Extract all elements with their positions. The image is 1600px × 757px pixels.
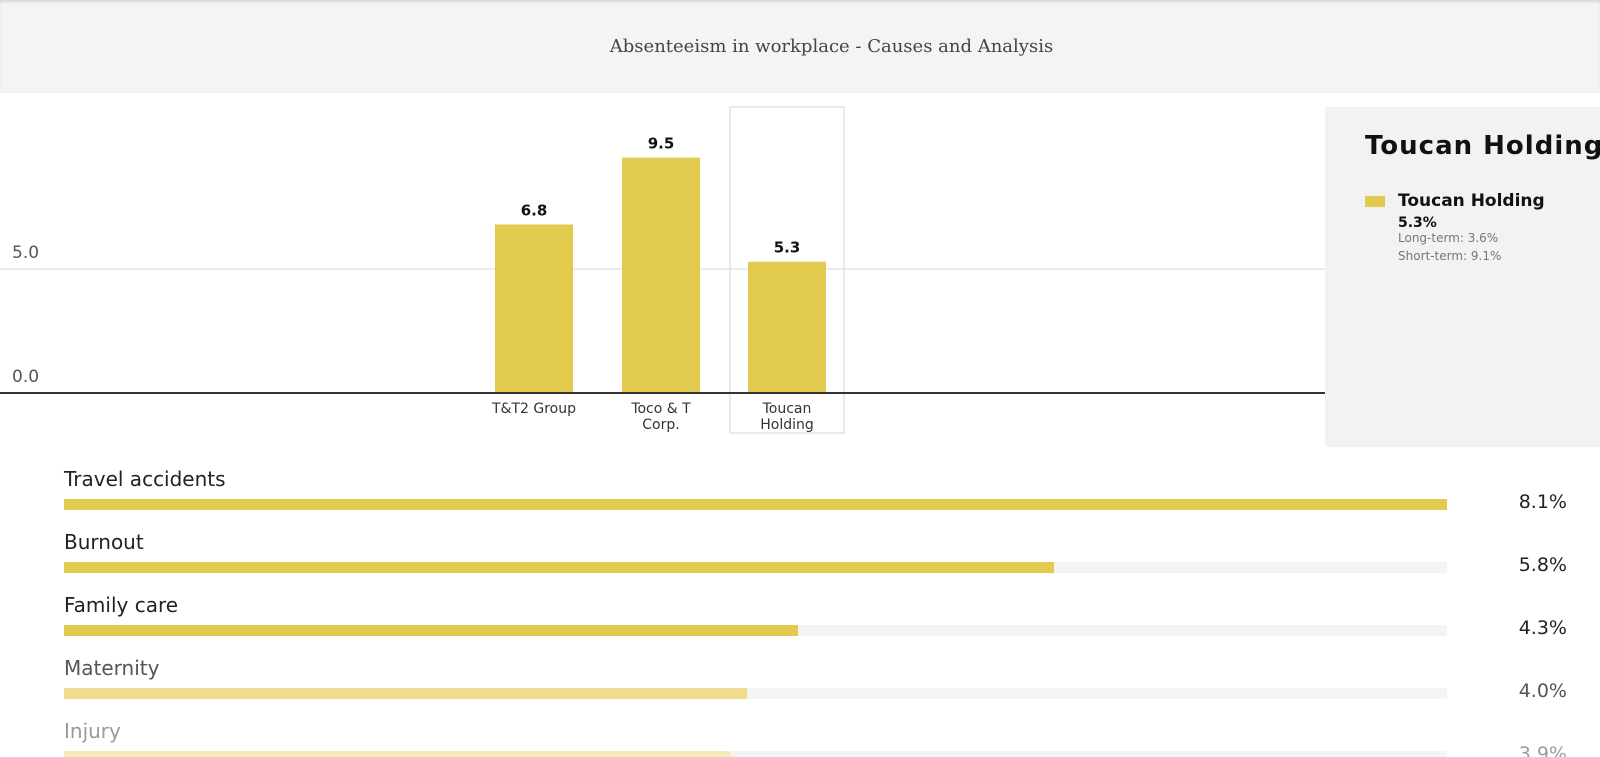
cause-value: 4.3% bbox=[1518, 617, 1567, 639]
cause-bar-fill bbox=[64, 562, 1055, 573]
cause-bar-track bbox=[64, 751, 1447, 757]
cause-bar-fill bbox=[64, 688, 747, 699]
cause-value: 4.0% bbox=[1518, 680, 1567, 702]
legend-series-name[interactable]: Toucan Holding bbox=[1398, 191, 1545, 211]
legend-swatch bbox=[1365, 196, 1385, 207]
bar-value-label: 9.5 bbox=[648, 135, 675, 153]
cause-row[interactable]: Burnout 5.8% bbox=[0, 525, 1600, 588]
cause-bar-track bbox=[64, 625, 1447, 636]
category-label: Toucan bbox=[762, 401, 812, 417]
info-panel: Toucan Holding Toucan Holding 5.3% Long-… bbox=[1325, 107, 1600, 447]
cause-bar-fill bbox=[64, 751, 730, 757]
bar bbox=[748, 261, 826, 393]
bar-value-label: 5.3 bbox=[774, 239, 801, 257]
cause-label: Injury bbox=[64, 719, 121, 743]
cause-row[interactable]: Travel accidents 8.1% bbox=[0, 462, 1600, 525]
cause-bar-fill bbox=[64, 499, 1447, 510]
cause-bar-fill bbox=[64, 625, 799, 636]
y-tick-label: 5.0 bbox=[12, 243, 39, 263]
cause-bar-track bbox=[64, 499, 1447, 510]
page-title: Absenteeism in workplace - Causes and An… bbox=[609, 36, 1054, 57]
cause-row[interactable]: Maternity 4.0% bbox=[0, 651, 1600, 714]
category-label: Toco & T bbox=[630, 401, 691, 417]
legend-value: 5.3% bbox=[1398, 215, 1437, 231]
short-term-value: Short-term: 9.1% bbox=[1398, 249, 1502, 263]
cause-value: 5.8% bbox=[1518, 554, 1567, 576]
header-bar: Absenteeism in workplace - Causes and An… bbox=[0, 0, 1600, 93]
category-label: Corp. bbox=[642, 417, 679, 433]
category-label: T&T2 Group bbox=[491, 401, 576, 417]
info-panel-title: Toucan Holding bbox=[1365, 131, 1600, 161]
cause-label: Maternity bbox=[64, 656, 160, 680]
long-term-value: Long-term: 3.6% bbox=[1398, 231, 1499, 245]
bar bbox=[622, 157, 700, 393]
y-tick-label: 0.0 bbox=[12, 367, 39, 387]
cause-value: 3.9% bbox=[1518, 743, 1567, 757]
cause-label: Burnout bbox=[64, 530, 144, 554]
category-label: Holding bbox=[760, 417, 814, 433]
cause-bar-track bbox=[64, 562, 1447, 573]
cause-label: Travel accidents bbox=[64, 467, 226, 491]
cause-label: Family care bbox=[64, 593, 179, 617]
cause-row[interactable]: Injury 3.9% bbox=[0, 714, 1600, 757]
cause-bar-track bbox=[64, 688, 1447, 699]
cause-row[interactable]: Family care 4.3% bbox=[0, 588, 1600, 651]
cause-value: 8.1% bbox=[1518, 491, 1567, 513]
selected-category-highlight bbox=[729, 106, 845, 434]
bar bbox=[495, 224, 573, 393]
bar-value-label: 6.8 bbox=[521, 202, 548, 220]
